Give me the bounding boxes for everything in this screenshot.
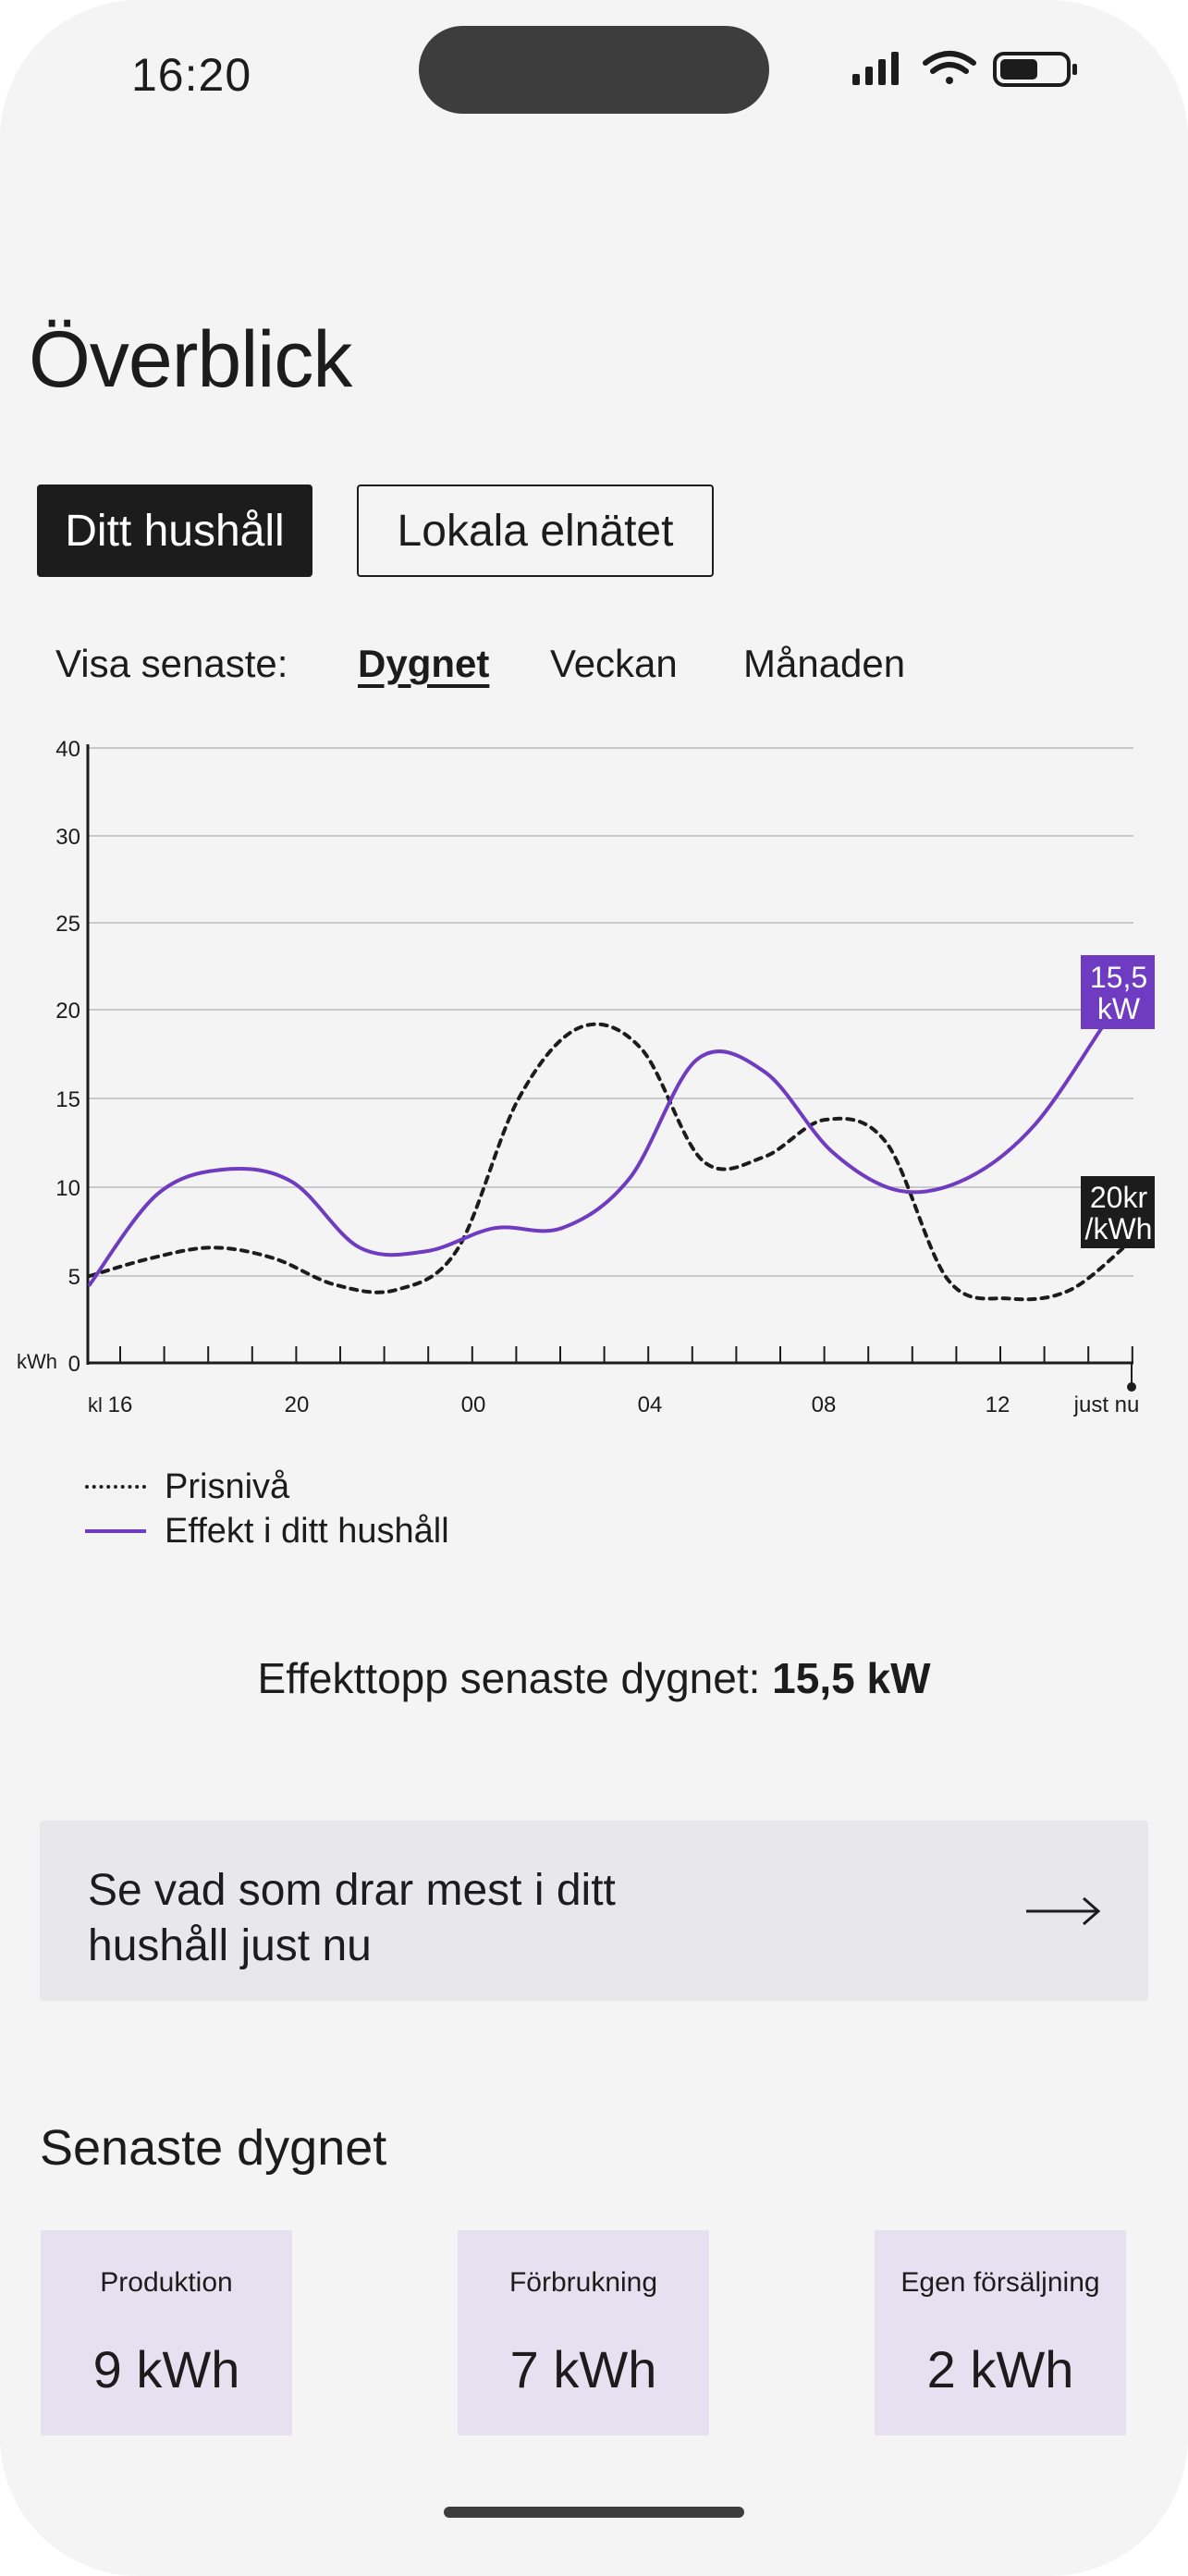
x-tick-label: 16: [108, 1392, 133, 1417]
card-consumption: Förbrukning 7 kWh: [458, 2230, 709, 2435]
price-end-label: 20kr: [1090, 1181, 1148, 1214]
price-end-label-bg: [1081, 1176, 1155, 1248]
range-option-week[interactable]: Veckan: [550, 642, 678, 685]
x-tick-label: 00: [461, 1392, 486, 1417]
card-value: 7 kWh: [509, 2340, 657, 2398]
y-tick-label: 30: [55, 825, 80, 850]
top-consumers-link[interactable]: Se vad som drar mest i ditt hushåll just…: [40, 1821, 1148, 2001]
chart-legend: Prisnivå Effekt i ditt hushåll: [85, 1465, 449, 1553]
peak-value: 15,5 kW: [772, 1654, 931, 1702]
range-label: Visa senaste:: [55, 642, 288, 685]
range-option-month[interactable]: Månaden: [743, 642, 906, 685]
x-tick-label: 12: [986, 1392, 1010, 1417]
cellular-signal-icon: [852, 52, 899, 85]
card-label: Förbrukning: [508, 2267, 658, 2298]
tab-household[interactable]: Ditt hushåll: [37, 485, 312, 577]
peak-label: Effekttopp senaste dygnet:: [257, 1654, 773, 1702]
x-tick-label: just nu: [1073, 1392, 1140, 1417]
energy-chart: 0 5 10 15 20 25 30 40 kWh 16 20 00 04 08 12 just nu kl 15…: [17, 737, 1155, 1417]
status-time: 16:20: [131, 49, 252, 101]
peak-summary: Effekttopp senaste dygnet: 15,5 kW: [0, 1653, 1188, 1703]
price-end-label: /kWh: [1085, 1212, 1153, 1245]
y-tick-label: 5: [68, 1265, 80, 1290]
x-prefix-label: kl: [88, 1393, 103, 1417]
series-line-power: [88, 1025, 1104, 1287]
legend-label-power: Effekt i ditt hushåll: [165, 1511, 449, 1551]
y-tick-label: 0: [68, 1352, 80, 1377]
power-end-label: 15,5: [1090, 961, 1147, 994]
card-label: Produktion: [100, 2267, 233, 2298]
power-end-label: kW: [1097, 992, 1141, 1025]
range-option-day[interactable]: Dygnet: [358, 642, 490, 685]
page-title: Överblick: [29, 315, 352, 404]
wifi-icon: [923, 51, 976, 84]
x-tick-label: 04: [638, 1392, 663, 1417]
home-indicator[interactable]: [444, 2507, 744, 2518]
arrow-right-icon: [1026, 1896, 1101, 1926]
y-tick-label: 40: [55, 737, 80, 762]
card-value: 9 kWh: [92, 2340, 240, 2398]
card-production: Produktion 9 kWh: [41, 2230, 292, 2435]
power-end-label-bg: [1081, 955, 1155, 1029]
section-title-last-day: Senaste dygnet: [40, 2120, 387, 2176]
card-own-sales: Egen försäljning 2 kWh: [875, 2230, 1126, 2435]
legend-item-price: Prisnivå: [85, 1465, 449, 1509]
legend-item-power: Effekt i ditt hushåll: [85, 1509, 449, 1553]
card-value: 2 kWh: [926, 2340, 1074, 2398]
y-tick-label: 20: [55, 999, 80, 1024]
x-tick-label: 08: [812, 1392, 837, 1417]
x-tick-label: 20: [285, 1392, 310, 1417]
legend-label-price: Prisnivå: [165, 1466, 290, 1506]
top-consumers-text: Se vad som drar mest i ditt hushåll just…: [88, 1866, 616, 1970]
y-unit-label: kWh: [17, 1350, 57, 1373]
status-icons: [849, 46, 1080, 97]
y-tick-label: 25: [55, 912, 80, 937]
y-tick-label: 15: [55, 1087, 80, 1112]
legend-swatch-price: [85, 1485, 146, 1489]
legend-swatch-power: [85, 1529, 146, 1533]
card-label: Egen försäljning: [900, 2267, 1100, 2298]
series-line-price: [88, 1022, 1133, 1302]
battery-icon: [993, 52, 1077, 87]
y-tick-label: 10: [55, 1176, 80, 1201]
tab-local-grid[interactable]: Lokala elnätet: [357, 485, 714, 577]
dynamic-island: [419, 26, 769, 114]
